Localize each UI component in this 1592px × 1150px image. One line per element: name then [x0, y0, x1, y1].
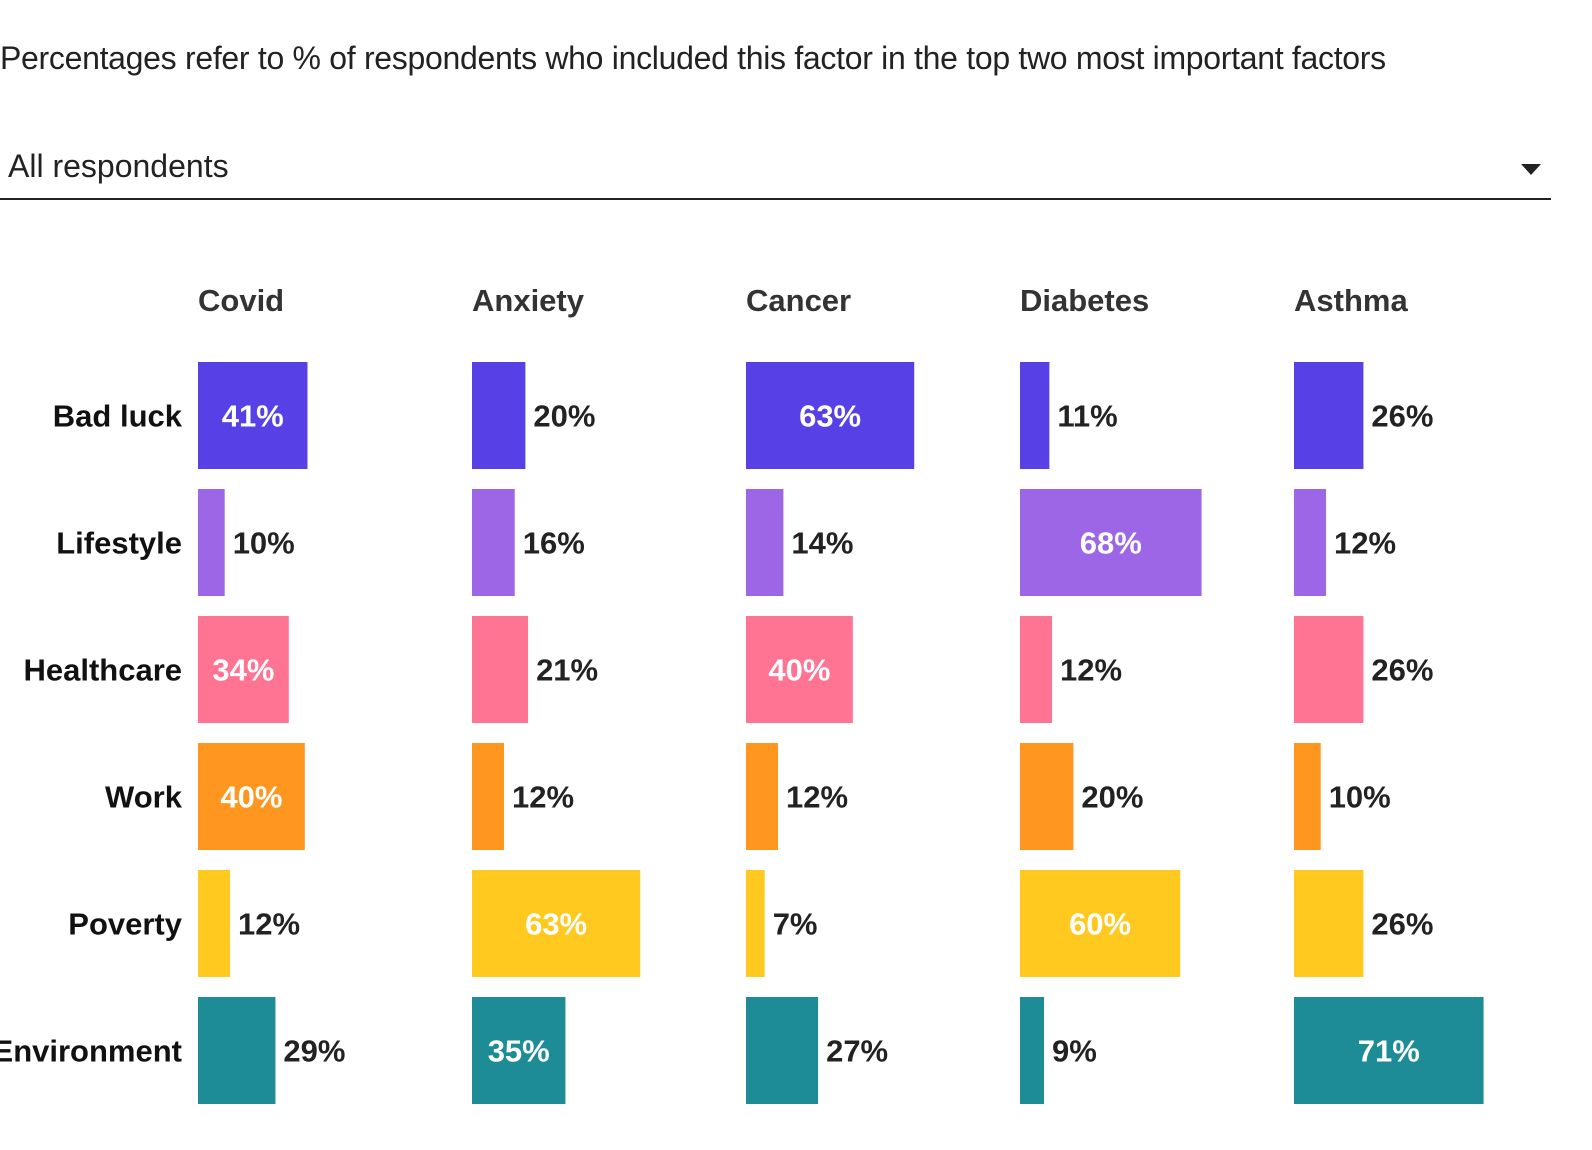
column-header: Diabetes [1020, 283, 1149, 318]
row-label: Environment [0, 1034, 182, 1069]
bar [746, 489, 784, 596]
bar-value-label: 34% [212, 653, 274, 688]
bar-value-label: 68% [1080, 526, 1142, 561]
bar-value-label: 71% [1358, 1034, 1420, 1069]
row-label: Lifestyle [56, 526, 182, 561]
bar [472, 997, 566, 1104]
bar-value-label: 10% [1329, 780, 1391, 815]
bar-value-label: 29% [283, 1034, 345, 1069]
bar [1294, 489, 1327, 596]
chart-subtitle: Percentages refer to % of respondents wh… [0, 40, 1386, 76]
bar-value-label: 11% [1057, 399, 1117, 434]
bar [746, 616, 853, 723]
bar-value-label: 10% [233, 526, 295, 561]
row-label: Poverty [68, 907, 182, 942]
bar-value-label: 27% [826, 1034, 888, 1069]
bar [1020, 362, 1050, 469]
bar-value-label: 20% [533, 399, 595, 434]
bar [198, 362, 308, 469]
bar-value-label: 20% [1081, 780, 1143, 815]
column-header: Cancer [746, 283, 851, 318]
respondent-filter-dropdown[interactable]: All respondents [0, 140, 1551, 200]
bar-value-label: 60% [1069, 907, 1131, 942]
row-label: Bad luck [53, 399, 183, 434]
column-header: Asthma [1294, 283, 1408, 318]
bar-value-label: 26% [1371, 653, 1433, 688]
bar [198, 997, 276, 1104]
bar [472, 362, 526, 469]
bar [198, 616, 289, 723]
column-header: Covid [198, 283, 284, 318]
bar-value-label: 12% [786, 780, 848, 815]
chevron-down-icon[interactable] [1521, 164, 1541, 175]
bar [1294, 870, 1364, 977]
bar-value-label: 14% [791, 526, 853, 561]
bar [1294, 743, 1321, 850]
bar [746, 870, 765, 977]
bar [198, 489, 225, 596]
bar [472, 870, 641, 977]
bar [472, 489, 515, 596]
bar [746, 362, 915, 469]
bar-value-label: 12% [1060, 653, 1122, 688]
bar [1020, 997, 1045, 1104]
bar [1294, 362, 1364, 469]
bar [1020, 489, 1202, 596]
bar-value-label: 40% [768, 653, 830, 688]
bar-value-label: 7% [773, 907, 818, 942]
bar [1294, 997, 1484, 1104]
bar-value-label: 41% [222, 399, 284, 434]
bar [198, 870, 231, 977]
row-label: Work [105, 780, 183, 815]
bar [1020, 616, 1053, 723]
small-multiples-bar-chart: Covid Anxiety Cancer Diabetes Asthma Bad luck… [0, 283, 1484, 1104]
bar-value-label: 63% [525, 907, 587, 942]
bar-value-label: 63% [799, 399, 861, 434]
dropdown-selected-value: All respondents [8, 148, 229, 184]
bar [746, 997, 819, 1104]
bar [198, 743, 305, 850]
bar-value-label: 26% [1371, 399, 1433, 434]
bar [472, 743, 505, 850]
bar [1020, 870, 1181, 977]
row-label: Healthcare [23, 653, 182, 688]
bar-value-label: 35% [488, 1034, 550, 1069]
bar [1294, 616, 1364, 723]
bar-value-label: 16% [523, 526, 585, 561]
bar-value-label: 21% [536, 653, 598, 688]
bar [746, 743, 779, 850]
bar [472, 616, 529, 723]
bar-value-label: 40% [220, 780, 282, 815]
bar-value-label: 26% [1371, 907, 1433, 942]
bar-value-label: 12% [1334, 526, 1396, 561]
bar-value-label: 9% [1052, 1034, 1097, 1069]
bar-value-label: 12% [238, 907, 300, 942]
bar [1020, 743, 1074, 850]
column-header: Anxiety [472, 283, 585, 318]
bar-value-label: 12% [512, 780, 574, 815]
